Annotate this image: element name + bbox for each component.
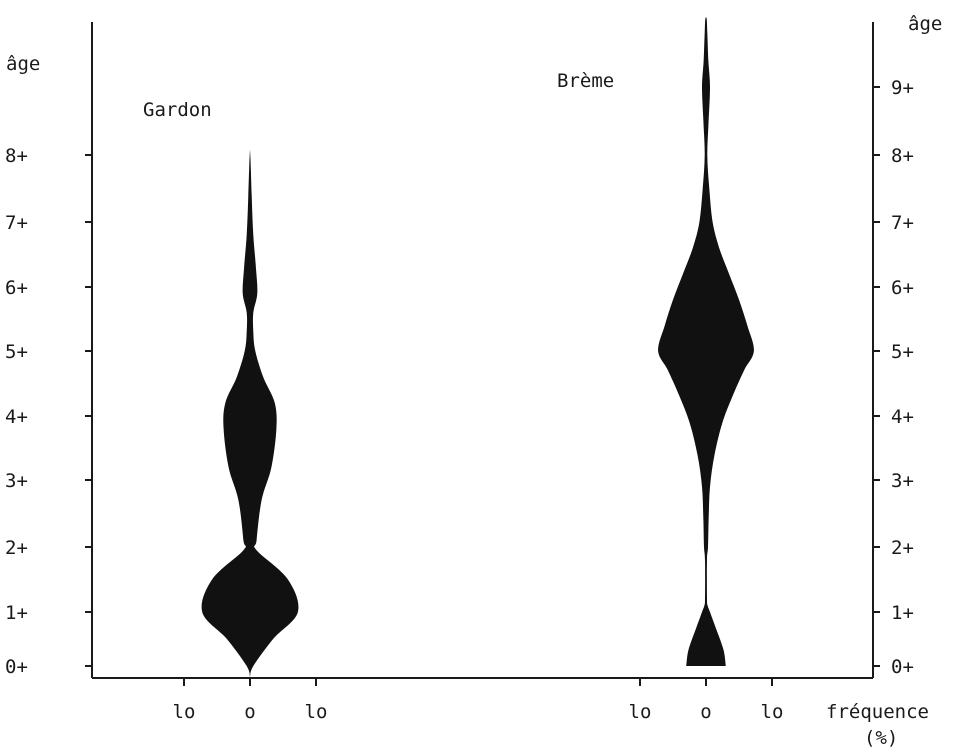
right-tick-label: 4+ [891, 406, 914, 428]
right-age-ticks: 0+ 1+ 2+ 3+ 4+ 5+ 6+ 7+ 8+ 9+ [873, 77, 914, 678]
violin-breme [658, 17, 754, 666]
x-tick-label: lo [173, 701, 196, 723]
x-unit-sub-label: (%) [864, 727, 898, 749]
x-tick-label: o [700, 701, 711, 723]
right-tick-label: 1+ [891, 602, 914, 624]
x-tick-label: lo [305, 701, 328, 723]
violin-shapes [201, 17, 754, 677]
x-tick-label: lo [761, 701, 784, 723]
series-label-gardon: Gardon [143, 99, 212, 121]
right-tick-label: 8+ [891, 145, 914, 167]
right-tick-label: 7+ [891, 212, 914, 234]
left-axis-label: âge [6, 53, 40, 75]
left-age-ticks: 0+ 1+ 2+ 3+ 4+ 5+ 6+ 7+ 8+ [5, 145, 92, 678]
right-tick-label: 2+ [891, 537, 914, 559]
x-unit-label: fréquence [826, 701, 929, 723]
right-tick-label: 0+ [891, 656, 914, 678]
right-tick-label: 5+ [891, 341, 914, 363]
x-tick-label: lo [629, 701, 652, 723]
right-tick-label: 6+ [891, 277, 914, 299]
left-tick-label: 8+ [5, 145, 28, 167]
series-label-breme: Brème [557, 70, 614, 92]
left-tick-label: 7+ [5, 212, 28, 234]
left-tick-label: 4+ [5, 406, 28, 428]
left-tick-label: 3+ [5, 470, 28, 492]
violin-gardon [201, 149, 299, 677]
left-tick-label: 6+ [5, 277, 28, 299]
x-frequency-ticks: lo o lo lo o lo [173, 678, 784, 723]
right-tick-label: 9+ [891, 77, 914, 99]
right-axis-label: âge [908, 13, 942, 35]
x-tick-label: o [244, 701, 255, 723]
left-tick-label: 0+ [5, 656, 28, 678]
left-tick-label: 1+ [5, 602, 28, 624]
left-tick-label: 2+ [5, 537, 28, 559]
right-tick-label: 3+ [891, 470, 914, 492]
left-tick-label: 5+ [5, 341, 28, 363]
